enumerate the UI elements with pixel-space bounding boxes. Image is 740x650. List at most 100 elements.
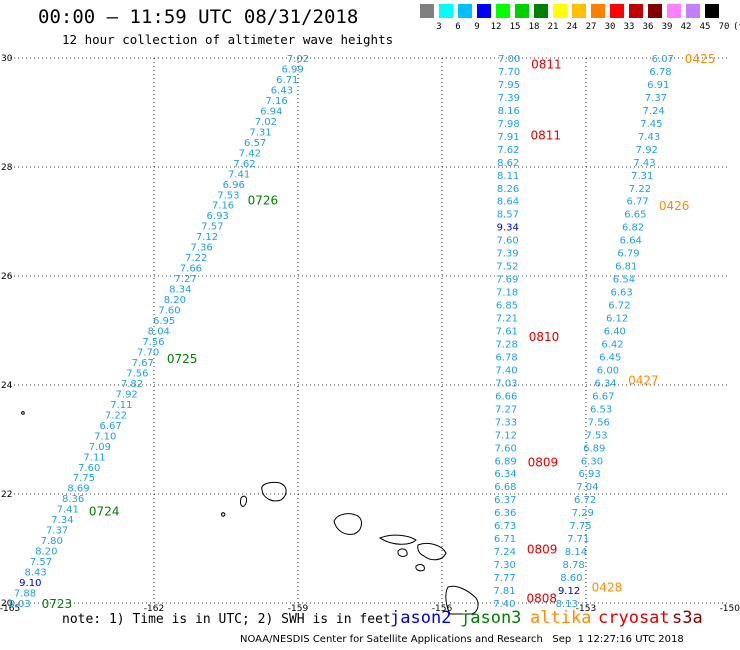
pass-time-label: 0810 xyxy=(529,330,560,344)
color-swatch xyxy=(591,4,605,18)
wave-height-value: 7.16 xyxy=(265,96,287,107)
wave-height-value: 7.21 xyxy=(496,314,518,325)
wave-height-value: 7.12 xyxy=(495,430,517,441)
wave-height-value: 7.37 xyxy=(46,526,68,537)
wave-height-value: 7.16 xyxy=(212,201,234,212)
wave-height-value: 6.68 xyxy=(494,482,516,493)
axis-ticks: 30 28 26 24 22 20-165 -162 -159 -156 -153 -150 xyxy=(0,54,740,614)
wave-height-value: 7.56 xyxy=(126,368,148,379)
wave-height-value: 7.56 xyxy=(588,417,610,428)
wave-height-value: 8.36 xyxy=(62,494,84,505)
island-niihau xyxy=(240,495,247,507)
wave-height-value: 7.11 xyxy=(83,452,105,463)
wave-height-value: 7.33 xyxy=(495,417,517,428)
satellite-legend-item: jason2 xyxy=(390,608,452,628)
wave-height-value: 9.34 xyxy=(497,223,519,234)
pass-time-label: 0426 xyxy=(659,199,690,213)
wave-height-value: 7.28 xyxy=(496,339,518,350)
wave-height-value: 6.45 xyxy=(599,352,621,363)
wave-height-value: 7.41 xyxy=(57,505,79,516)
color-swatch xyxy=(458,4,472,18)
pass-time-label: 0811 xyxy=(531,57,562,71)
wave-height-value: 8.11 xyxy=(497,171,519,182)
wave-height-value: 6.53 xyxy=(590,404,612,415)
satellite-legend-item: altika xyxy=(530,608,592,628)
color-scale-label: 27 xyxy=(585,22,597,32)
color-swatch xyxy=(686,4,700,18)
wave-height-value: 7.57 xyxy=(201,222,223,233)
color-scale-label: 9 xyxy=(474,22,480,32)
color-scale-label: 36 xyxy=(642,22,654,32)
wave-height-value: 7.75 xyxy=(569,521,591,532)
color-swatch xyxy=(648,4,662,18)
wave-height-value: 7.53 xyxy=(585,430,607,441)
lat-tick-label: 30 xyxy=(1,54,13,64)
lat-tick-label: 26 xyxy=(1,272,13,282)
wave-height-value: 7.09 xyxy=(89,442,111,453)
wave-height-value: 6.37 xyxy=(494,495,516,506)
wave-height-value: 8.34 xyxy=(169,285,191,296)
wave-height-value: 8.62 xyxy=(497,158,519,169)
color-scale-label: 6 xyxy=(455,22,461,32)
satellite-legend-item: s3a xyxy=(672,608,703,628)
color-swatch xyxy=(477,4,491,18)
wave-height-value: 6.42 xyxy=(601,339,623,350)
wave-height-value: 7.37 xyxy=(645,93,667,104)
pass-time-label: 0725 xyxy=(167,352,198,366)
wave-height-value: 7.04 xyxy=(576,482,598,493)
wave-height-value: 7.60 xyxy=(78,463,100,474)
wave-height-value: 7.70 xyxy=(498,67,520,78)
pass-time-label: 0811 xyxy=(531,128,562,142)
wave-height-value: 7.30 xyxy=(494,560,516,571)
wave-height-value: 8.14 xyxy=(565,547,587,558)
wave-height-value: 8.04 xyxy=(148,327,170,338)
island-maui xyxy=(417,542,447,561)
wave-height-value: 7.98 xyxy=(497,119,519,130)
wave-height-value: 7.88 xyxy=(14,589,36,600)
wave-height-value: 8.03 xyxy=(8,599,30,610)
wave-height-value: 6.99 xyxy=(282,64,304,75)
wave-height-value: 7.22 xyxy=(185,253,207,264)
wave-height-value: 6.66 xyxy=(495,391,517,402)
wave-height-value: 8.20 xyxy=(35,547,57,558)
wave-height-value: 7.42 xyxy=(239,148,261,159)
wave-height-value: 8.69 xyxy=(67,484,89,495)
wave-height-value: 8.57 xyxy=(497,210,519,221)
wave-height-value: 6.78 xyxy=(495,352,517,363)
color-scale-label: 24 xyxy=(566,22,578,32)
wave-height-value: 7.62 xyxy=(497,145,519,156)
map-title: 00:00 — 11:59 UTC 08/31/2018 xyxy=(38,6,359,28)
wave-height-value: 7.80 xyxy=(41,536,63,547)
color-swatch xyxy=(496,4,510,18)
wave-height-value: 9.12 xyxy=(558,586,580,597)
wave-height-value: 6.07 xyxy=(652,54,674,65)
lat-tick-label: 28 xyxy=(1,163,13,173)
island-nihoa xyxy=(221,512,226,517)
color-swatch xyxy=(534,4,548,18)
wave-height-value: 7.36 xyxy=(190,243,212,254)
wave-height-value: 6.71 xyxy=(276,75,298,86)
wave-height-value: 7.62 xyxy=(233,159,255,170)
color-scale-label: 45 xyxy=(699,22,711,32)
wave-height-value: 6.64 xyxy=(620,236,642,247)
wave-height-value: 7.45 xyxy=(640,119,662,130)
wave-height-value: 7.41 xyxy=(228,169,250,180)
wave-height-value: 8.16 xyxy=(498,106,520,117)
wave-height-value: 6.34 xyxy=(494,469,516,480)
wave-height-marks: 7.026.996.716.437.166.947.027.316.577.42… xyxy=(8,52,715,611)
wave-height-value: 6.71 xyxy=(494,534,516,545)
wave-height-value: 7.61 xyxy=(496,327,518,338)
wave-height-value: 7.11 xyxy=(110,400,132,411)
wave-height-value: 7.53 xyxy=(217,190,239,201)
color-swatch xyxy=(439,4,453,18)
pass-time-label: 0726 xyxy=(248,194,279,208)
wave-height-value: 8.60 xyxy=(560,573,582,584)
wave-height-value: 7.81 xyxy=(493,586,515,597)
color-swatch xyxy=(667,4,681,18)
lon-tick-label: -153 xyxy=(576,604,596,614)
color-scale-label: 33 xyxy=(623,22,635,32)
color-swatch xyxy=(572,4,586,18)
island-oahu xyxy=(333,513,362,535)
wave-height-value: 7.40 xyxy=(495,365,517,376)
map-subtitle: 12 hour collection of altimeter wave hei… xyxy=(62,32,394,47)
